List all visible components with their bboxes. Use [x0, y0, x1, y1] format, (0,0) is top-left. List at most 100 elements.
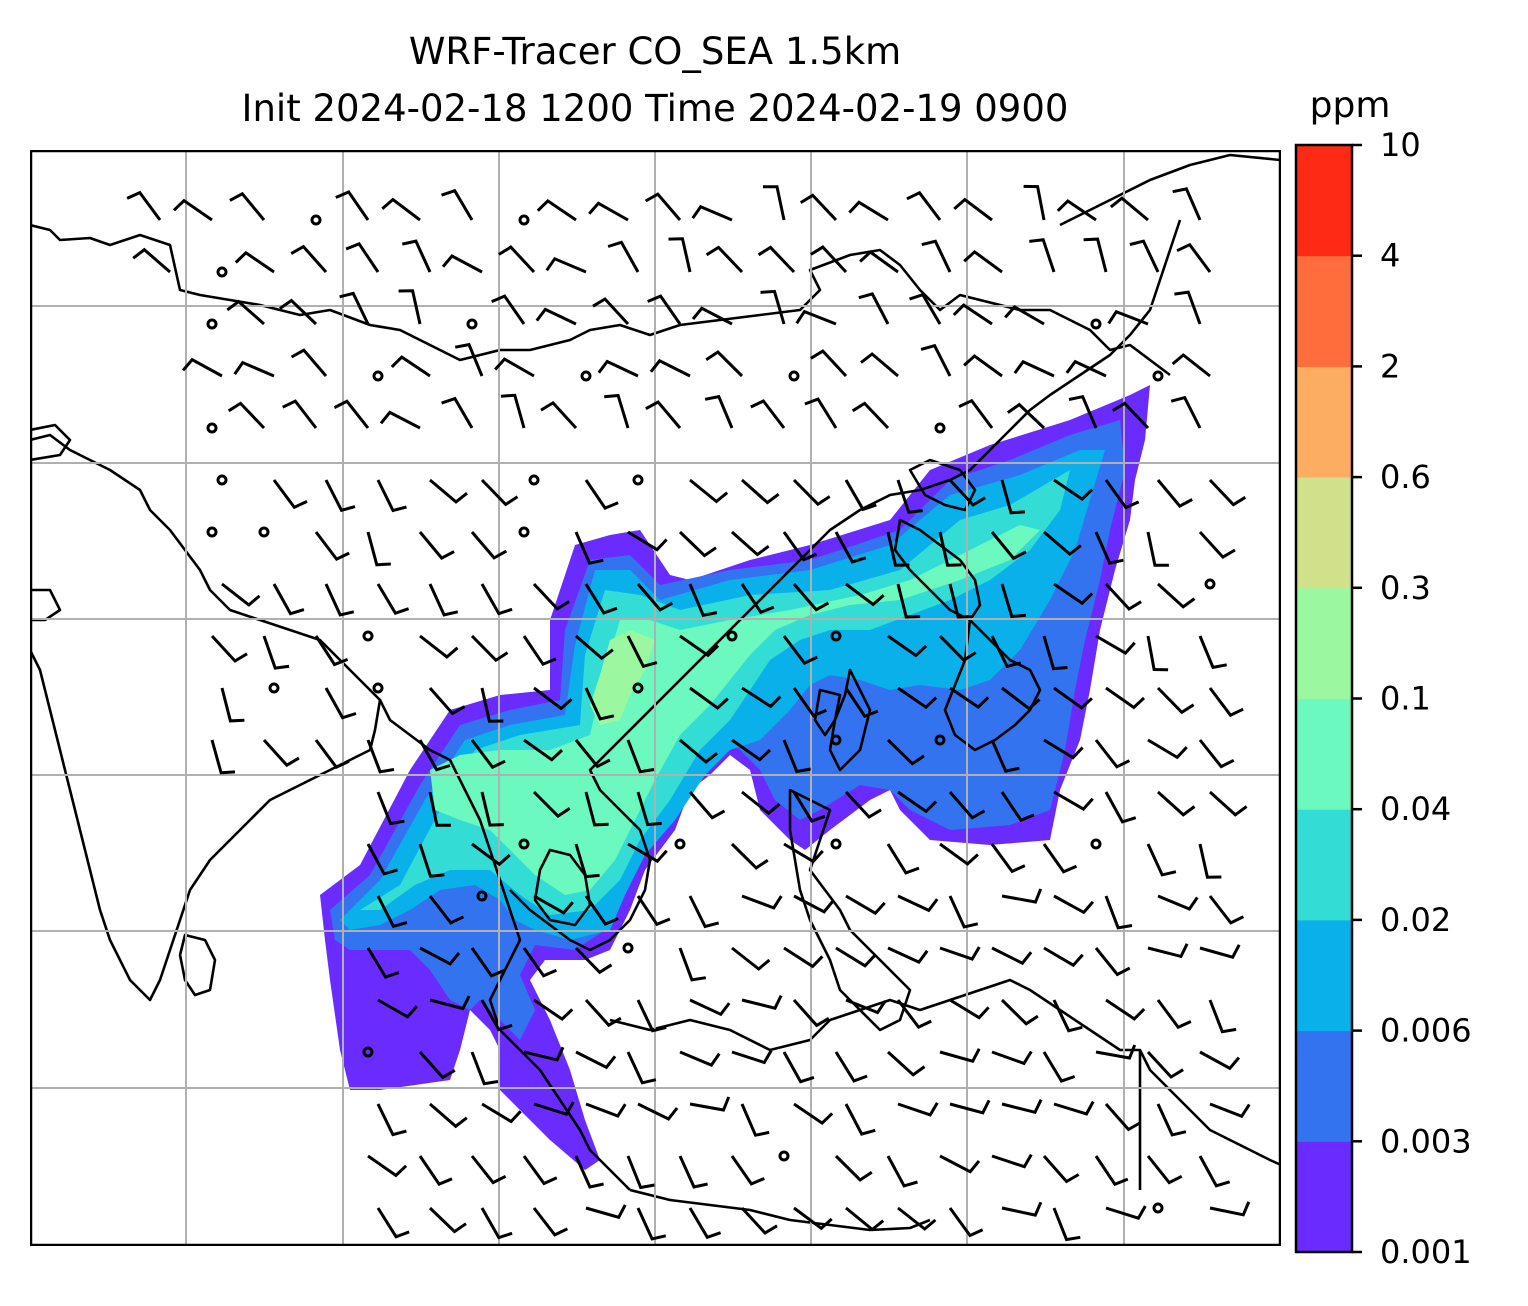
- wind-barb: [678, 530, 717, 558]
- wind-barb: [848, 200, 889, 222]
- colorbar-tick-label: 0.003: [1380, 1122, 1472, 1160]
- wind-barb: [793, 1102, 834, 1126]
- wind-barb: [126, 190, 162, 221]
- wind-barb: [536, 198, 577, 222]
- calm-wind-marker: [476, 890, 488, 902]
- wind-barb: [1147, 738, 1188, 760]
- wind-barb: [429, 478, 468, 504]
- wind-barb: [441, 254, 483, 274]
- calm-wind-marker: [674, 838, 686, 850]
- wind-barb: [470, 739, 506, 770]
- wind-barb: [1209, 1102, 1251, 1119]
- calm-wind-marker: [362, 630, 374, 642]
- wind-barb: [398, 289, 422, 325]
- wind-barb: [418, 1051, 456, 1080]
- wind-barb: [314, 739, 350, 770]
- calm-wind-marker: [934, 734, 946, 746]
- colorbar-band: [1296, 366, 1352, 478]
- calm-wind-marker: [216, 474, 228, 486]
- wind-barb: [645, 400, 682, 429]
- colorbar-band: [1296, 587, 1352, 699]
- calm-wind-marker: [580, 370, 592, 382]
- calm-wind-marker: [518, 838, 530, 850]
- colorbar-tick-label: 0.006: [1380, 1012, 1472, 1050]
- wind-barb: [339, 291, 370, 325]
- wind-barb: [810, 245, 848, 274]
- wind-barb: [584, 687, 615, 721]
- wind-barb: [887, 946, 929, 964]
- calm-wind-marker: [830, 630, 842, 642]
- wind-barb: [262, 738, 300, 768]
- wind-barb: [221, 582, 261, 607]
- wind-barb: [1029, 238, 1056, 273]
- wind-barb: [1001, 1099, 1043, 1115]
- wind-barb: [626, 1155, 655, 1190]
- wind-barb: [730, 842, 769, 870]
- wind-barb: [844, 479, 877, 512]
- wind-barb: [376, 583, 410, 616]
- calm-wind-marker: [362, 1046, 374, 1058]
- wind-barb: [376, 791, 405, 826]
- wind-barb: [428, 1206, 467, 1234]
- calm-wind-marker: [632, 474, 644, 486]
- wind-barb: [1056, 199, 1097, 222]
- wind-barb: [887, 634, 928, 658]
- wind-barb: [731, 530, 770, 557]
- wind-barb: [1111, 401, 1150, 430]
- wind-barb: [480, 999, 513, 1032]
- wind-barb: [844, 1103, 876, 1136]
- wind-barb: [1156, 999, 1192, 1030]
- wind-barb: [1105, 998, 1146, 1021]
- wind-barb: [1043, 946, 1084, 968]
- wind-barb: [480, 478, 519, 507]
- wind-barb: [419, 946, 461, 966]
- wind-barb: [688, 1207, 722, 1240]
- wind-barb: [1109, 196, 1149, 222]
- wind-barb: [1198, 843, 1222, 879]
- wind-barb: [1156, 479, 1193, 508]
- wind-barb: [834, 1154, 873, 1182]
- wind-barb: [1094, 947, 1131, 977]
- wind-barb: [574, 739, 611, 769]
- wind-barb: [1156, 686, 1195, 715]
- wind-barb: [429, 995, 471, 1011]
- wind-barb: [1171, 353, 1211, 378]
- calm-wind-marker: [372, 370, 384, 382]
- wind-barb: [1104, 895, 1133, 930]
- colorbar-band: [1296, 255, 1352, 367]
- colorbar-band: [1296, 145, 1352, 257]
- calm-wind-marker: [216, 266, 228, 278]
- wind-barb: [1001, 888, 1043, 904]
- wind-barb: [896, 999, 932, 1029]
- wind-barb: [428, 583, 459, 617]
- wind-barb: [741, 994, 783, 1010]
- wind-barb: [1105, 686, 1146, 710]
- wind-barb: [1053, 686, 1093, 710]
- wind-barb: [627, 530, 668, 552]
- wind-barb: [636, 1207, 667, 1241]
- colorbar-tick-label: 0.04: [1380, 790, 1451, 828]
- wind-barb: [795, 309, 837, 326]
- wind-barb: [585, 1204, 627, 1220]
- wind-barb: [366, 843, 398, 876]
- wind-barb: [1172, 187, 1202, 221]
- wind-barb: [366, 947, 400, 979]
- wind-barb: [1000, 583, 1026, 619]
- colorbar-tick-label: 0.3: [1380, 569, 1431, 607]
- wind-barb: [1053, 478, 1094, 502]
- wind-barb: [626, 739, 655, 774]
- wind-barb: [345, 241, 380, 273]
- wind-barb: [834, 531, 867, 564]
- wind-barb: [636, 895, 671, 927]
- wind-barb: [731, 1049, 773, 1065]
- wind-barb: [574, 531, 604, 565]
- wind-barb: [607, 240, 640, 273]
- wind-barb: [845, 1206, 885, 1232]
- wind-barb: [938, 531, 962, 567]
- wind-barb: [896, 583, 921, 619]
- wind-barb: [731, 946, 771, 971]
- wind-barb: [1013, 359, 1055, 378]
- wind-barb: [390, 355, 431, 378]
- wind-barb: [533, 894, 574, 915]
- wind-barb: [584, 791, 609, 827]
